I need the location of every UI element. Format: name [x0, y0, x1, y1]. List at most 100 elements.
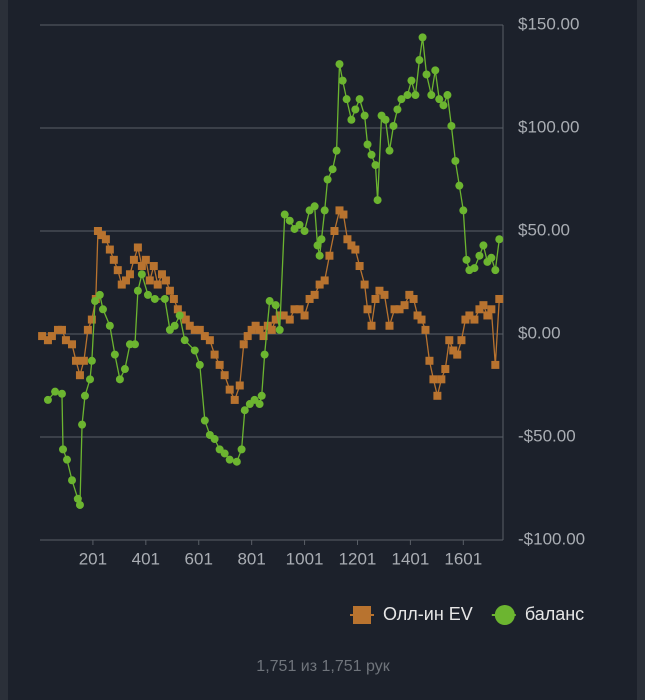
point [80, 391, 89, 400]
point [113, 266, 122, 275]
point [335, 206, 344, 215]
point [57, 325, 66, 334]
point [421, 325, 430, 334]
point [71, 356, 80, 365]
point [381, 115, 390, 124]
point [395, 305, 404, 314]
point [363, 140, 372, 149]
point [371, 161, 380, 170]
y-tick-label: $50.00 [518, 220, 570, 239]
point [232, 457, 241, 466]
point [87, 356, 96, 365]
point [351, 105, 360, 114]
point [351, 245, 360, 254]
y-tick-label: $150.00 [518, 14, 579, 33]
point [339, 210, 348, 219]
point [181, 315, 190, 324]
point [257, 391, 266, 400]
point [343, 235, 352, 244]
point [453, 350, 462, 359]
x-tick-label: 1201 [339, 549, 377, 568]
point [79, 356, 88, 365]
y-tick-label: $0.00 [518, 323, 561, 342]
point [433, 391, 442, 400]
point [411, 91, 420, 100]
point [86, 375, 95, 384]
point [310, 202, 319, 211]
point [400, 301, 409, 310]
point [251, 321, 260, 330]
point [437, 375, 446, 384]
point [271, 315, 280, 324]
point [149, 262, 158, 271]
point [121, 276, 130, 285]
point [479, 301, 488, 310]
point [129, 255, 138, 264]
point [417, 315, 426, 324]
point [215, 360, 224, 369]
point [380, 290, 389, 299]
point [328, 165, 337, 174]
point [495, 235, 504, 244]
point [285, 315, 294, 324]
point [447, 121, 456, 130]
point [105, 245, 114, 254]
point [385, 146, 394, 155]
point [285, 216, 294, 225]
point [239, 340, 248, 349]
point [335, 60, 344, 69]
point [230, 395, 239, 404]
point [137, 270, 146, 279]
point [200, 416, 209, 425]
point [495, 294, 504, 303]
point [360, 280, 369, 289]
point [157, 270, 166, 279]
point [300, 311, 309, 320]
point [367, 150, 376, 159]
point [320, 206, 329, 215]
point [317, 235, 326, 244]
point [338, 76, 347, 85]
point [347, 115, 356, 124]
point [310, 290, 319, 299]
point [363, 305, 372, 314]
point [165, 286, 174, 295]
point [260, 350, 269, 359]
point [300, 227, 309, 235]
y-tick-label: -$100.00 [518, 529, 585, 548]
point [332, 146, 341, 155]
point [68, 340, 77, 349]
point [320, 276, 329, 285]
point [470, 264, 479, 273]
point [115, 375, 124, 384]
point [413, 311, 422, 320]
point [137, 262, 146, 271]
point [161, 276, 170, 285]
point [271, 301, 280, 310]
point [109, 255, 118, 264]
series-line [41, 209, 500, 402]
point [75, 371, 84, 380]
point [445, 336, 454, 345]
point [38, 332, 47, 341]
point [175, 311, 184, 320]
point [98, 305, 107, 314]
point [83, 325, 92, 334]
point [59, 445, 68, 454]
point [150, 294, 159, 303]
point [475, 305, 484, 314]
point [255, 325, 264, 334]
point [210, 435, 219, 444]
x-tick-label: 1001 [286, 549, 324, 568]
point [125, 270, 134, 279]
point [173, 305, 182, 314]
point [342, 95, 351, 104]
point [355, 95, 364, 104]
point [247, 325, 256, 334]
point [439, 101, 448, 110]
footer: 1,751 из 1,751 рук [256, 658, 390, 675]
x-tick-label: 1401 [391, 549, 429, 568]
point [479, 241, 488, 250]
point [405, 290, 414, 299]
